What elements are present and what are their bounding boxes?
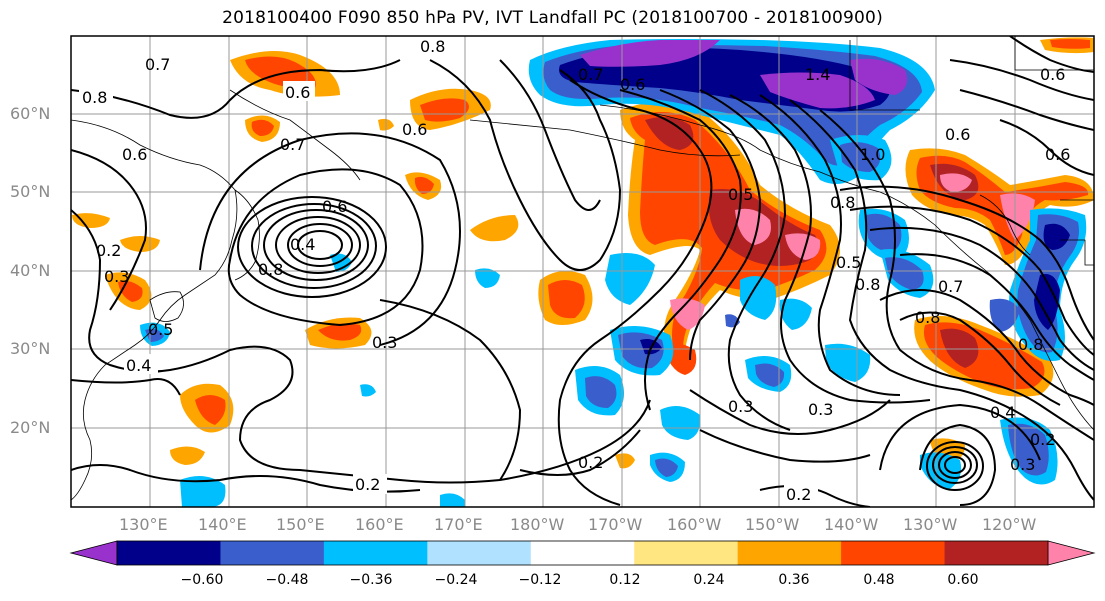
contour-label: 0.7 <box>280 135 305 154</box>
colorbar-tick-label: 0.36 <box>778 572 810 588</box>
colorbar-cell <box>944 541 1049 565</box>
lat-tick-label: 50°N <box>10 182 51 201</box>
contour-label: 0.2 <box>355 475 380 494</box>
contour-label: 0.5 <box>728 185 753 204</box>
contour-label: 0.2 <box>96 241 121 260</box>
colorbar-cell <box>427 541 532 565</box>
lat-tick-label: 60°N <box>10 104 51 123</box>
contour-label: 0.6 <box>1040 65 1065 84</box>
colorbar-min-extension <box>69 540 118 566</box>
lon-tick-label: 150°W <box>745 515 800 534</box>
colorbar-tick-label: 0.60 <box>947 572 979 588</box>
colorbar-tick-label: −0.12 <box>518 572 562 588</box>
positive-pv-shading <box>72 37 1094 469</box>
colorbar-cell <box>841 541 946 565</box>
contour-label: 0.2 <box>1030 430 1055 449</box>
colorbar-tick-label: −0.36 <box>349 572 393 588</box>
contour-label: 0.8 <box>1018 335 1043 354</box>
lat-tick-label: 30°N <box>10 339 51 358</box>
colorbar-tick-label: −0.24 <box>434 572 478 588</box>
contour-label: 0.6 <box>402 120 427 139</box>
colorbar-max-extension <box>1047 540 1096 566</box>
map-panel: 0.8 0.7 0.6 0.8 0.6 0.7 0.8 0.4 0.6 0.6 … <box>71 36 1094 507</box>
contour-label: 0.5 <box>836 253 861 272</box>
contour-label: 0.6 <box>1045 145 1070 164</box>
lon-tick-label: 120°W <box>982 515 1037 534</box>
colorbar-cell <box>530 541 635 565</box>
contour-label: 0.4 <box>290 235 315 254</box>
lon-tick-label: 160°E <box>355 515 404 534</box>
map-title: 2018100400 F090 850 hPa PV, IVT Landfall… <box>222 8 883 28</box>
contour-label: 0.6 <box>122 145 147 164</box>
colorbar-cell <box>737 541 842 565</box>
contour-label: 0.2 <box>578 453 603 472</box>
lon-tick-label: 170°W <box>588 515 643 534</box>
coastlines <box>71 36 1094 501</box>
contour-label: 0.3 <box>808 400 833 419</box>
contour-label: 0.8 <box>855 275 880 294</box>
contour-label: 1.4 <box>805 65 830 84</box>
contour-label: 0.6 <box>285 83 310 102</box>
contour-label: 0.3 <box>1010 455 1035 474</box>
lon-tick-label: 150°E <box>276 515 325 534</box>
contour-label: 0.7 <box>938 277 963 296</box>
lon-tick-label: 130°W <box>903 515 958 534</box>
colorbar-cell <box>220 541 325 565</box>
contour-label: 0.4 <box>990 403 1015 422</box>
lat-tick-label: 40°N <box>10 261 51 280</box>
contour-label: 0.7 <box>578 65 603 84</box>
contour-label: 0.8 <box>258 260 283 279</box>
contour-label: 0.6 <box>620 75 645 94</box>
colorbar-tick-label: 0.48 <box>863 572 895 588</box>
contour-label: 0.4 <box>126 356 151 375</box>
lon-tick-label: 130°E <box>119 515 168 534</box>
lon-tick-label: 180°W <box>510 515 565 534</box>
contour-label: 0.8 <box>82 88 107 107</box>
colorbar-tick-label: 0.24 <box>693 572 725 588</box>
map-frame <box>70 35 1095 508</box>
lon-tick-label: 140°E <box>198 515 247 534</box>
colorbar-cell <box>634 541 739 565</box>
lon-tick-label: 160°W <box>667 515 722 534</box>
contour-label: 0.3 <box>104 267 129 286</box>
contour-label: 0.8 <box>420 37 445 56</box>
lon-tick-label: 170°E <box>434 515 483 534</box>
contour-label: 0.8 <box>830 193 855 212</box>
colorbar-cell <box>323 541 428 565</box>
lon-tick-label: 140°W <box>824 515 879 534</box>
contour-label: 0.6 <box>322 197 347 216</box>
contour-label: 0.5 <box>148 320 173 339</box>
contour-label: 1.0 <box>860 145 885 164</box>
colorbar <box>69 540 1096 566</box>
colorbar-tick-label: −0.48 <box>265 572 309 588</box>
pv-contours <box>71 36 1094 507</box>
contour-label: 0.7 <box>145 55 170 74</box>
lat-tick-label: 20°N <box>10 418 51 437</box>
contour-label: 0.6 <box>945 125 970 144</box>
negative-pv-shading <box>140 39 1087 507</box>
colorbar-tick-label: −0.60 <box>180 572 224 588</box>
contour-label: 0.8 <box>915 308 940 327</box>
contour-label: 0.3 <box>372 333 397 352</box>
contour-label-group: 0.8 0.7 0.6 0.8 0.6 0.7 0.8 0.4 0.6 0.6 … <box>79 37 1070 504</box>
colorbar-cell <box>117 541 221 565</box>
contour-label: 0.3 <box>728 397 753 416</box>
contour-label: 0.2 <box>786 485 811 504</box>
colorbar-tick-label: 0.12 <box>609 572 641 588</box>
